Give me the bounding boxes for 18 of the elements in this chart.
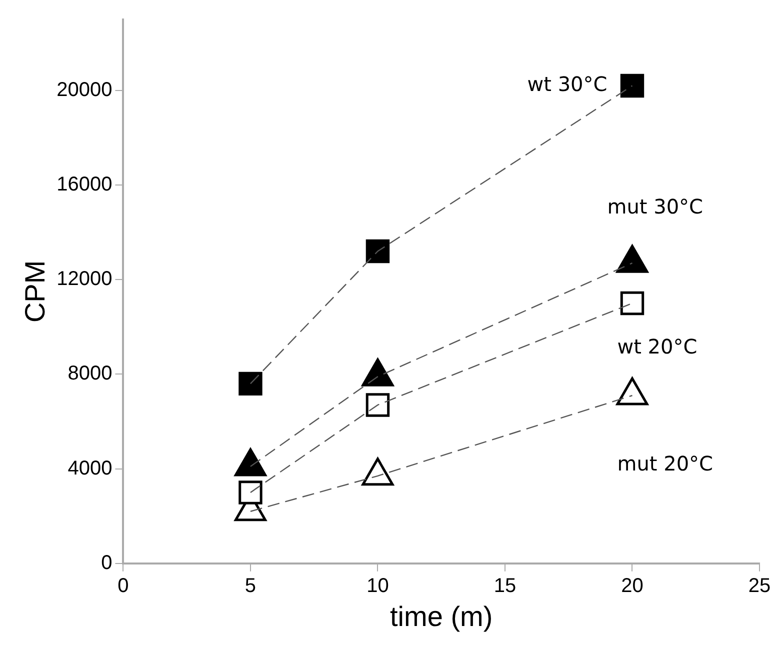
- y-tick-label: 20000: [56, 78, 112, 101]
- x-tick-label: 5: [244, 574, 256, 597]
- x-tick-label: 15: [494, 574, 516, 597]
- y-tick-label: 0: [101, 552, 112, 574]
- y-tick-label: 8000: [68, 362, 112, 385]
- y-tick-label: 16000: [56, 174, 112, 196]
- y-tick-label: 4000: [68, 457, 112, 480]
- series-label: wt 20°C: [617, 334, 698, 358]
- x-tick-label: 25: [748, 574, 771, 597]
- text: mut 20°C: [617, 452, 714, 476]
- x-tick-label: 0: [118, 574, 129, 597]
- series-label: mut 30°C: [607, 194, 704, 218]
- x-axis-title: time (m): [390, 600, 493, 632]
- x-tick-label: 20: [621, 574, 644, 597]
- series-label: wt 30°C: [527, 72, 608, 96]
- y-tick-label: 12000: [56, 268, 112, 290]
- y-axis-title: CPM: [20, 260, 51, 323]
- x-tick-label: 10: [366, 574, 389, 597]
